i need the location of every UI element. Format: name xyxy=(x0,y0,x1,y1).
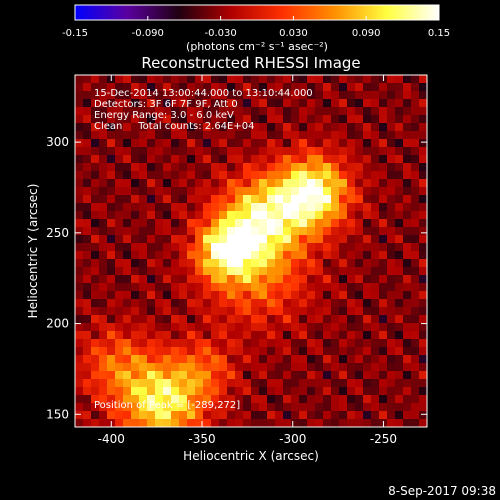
y-axis-label: Heliocentric Y (arcsec) xyxy=(26,184,40,319)
plot-frame xyxy=(74,74,428,428)
colorbar-tick-label: 0.030 xyxy=(279,28,308,39)
annotation-detectors: Detectors: 3F 6F 7F 9F, Att 0 xyxy=(94,99,238,110)
colorbar-tick-label: -0.090 xyxy=(132,28,164,39)
x-tick-label: -250 xyxy=(370,432,397,446)
peak-position-label: Position of Peak = [-289,272] xyxy=(94,400,240,411)
annotation-energy-range: Energy Range: 3.0 - 6.0 keV xyxy=(94,110,234,121)
y-tick-label: 150 xyxy=(46,407,69,421)
x-tick-label: -400 xyxy=(98,432,125,446)
footer-timestamp: 8-Sep-2017 09:38 xyxy=(388,484,496,498)
x-tick-label: -350 xyxy=(188,432,215,446)
y-tick-label: 250 xyxy=(46,226,69,240)
annotation-time-range: 15-Dec-2014 13:00:44.000 to 13:10:44.000 xyxy=(94,88,313,99)
colorbar-tick-label: 0.090 xyxy=(352,28,381,39)
x-tick-label: -300 xyxy=(279,432,306,446)
colorbar-tick-label: -0.030 xyxy=(204,28,236,39)
colorbar xyxy=(74,4,440,21)
colorbar-ticks: -0.15 -0.090 -0.030 0.030 0.090 0.15 xyxy=(62,16,450,39)
colorbar-unit-label: (photons cm⁻² s⁻¹ asec⁻²) xyxy=(186,40,328,53)
colorbar-tick-label: -0.15 xyxy=(62,28,88,39)
y-tick-label: 200 xyxy=(46,317,69,331)
x-axis-label: Heliocentric X (arcsec) xyxy=(183,449,319,463)
colorbar-tick-label: 0.15 xyxy=(428,28,450,39)
annotation-clean-counts: Clean Total counts: 2.64E+04 xyxy=(94,121,254,132)
chart-title: Reconstructed RHESSI Image xyxy=(141,54,360,72)
y-axis-ticks: 150 200 250 300 xyxy=(46,135,427,421)
x-axis-ticks: -400 -350 -300 -250 xyxy=(98,75,397,446)
heatmap-image xyxy=(75,75,427,427)
y-tick-label: 300 xyxy=(46,135,69,149)
